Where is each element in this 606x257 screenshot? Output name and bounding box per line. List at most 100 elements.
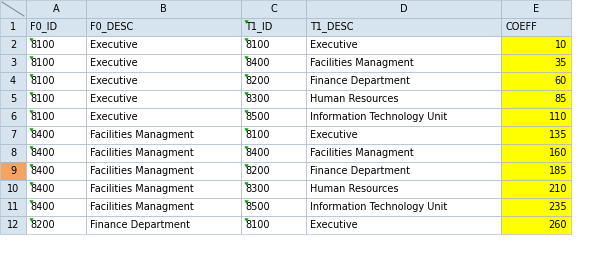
Text: 8400: 8400 [245, 148, 270, 158]
Bar [86, 36, 241, 54]
Bar [306, 0, 501, 18]
Bar [241, 72, 306, 90]
Text: Finance Department: Finance Department [310, 76, 410, 86]
Bar [306, 90, 501, 108]
Bar [26, 36, 86, 54]
Text: 160: 160 [548, 148, 567, 158]
Text: 8100: 8100 [30, 58, 55, 68]
Bar [26, 18, 86, 36]
Bar [501, 162, 571, 180]
Bar [501, 90, 571, 108]
Bar [86, 90, 241, 108]
Bar [501, 180, 571, 198]
Bar [306, 144, 501, 162]
Bar [501, 126, 571, 144]
Text: Facilities Managment: Facilities Managment [90, 148, 194, 158]
Bar [26, 54, 86, 72]
Text: 8: 8 [10, 148, 16, 158]
Text: Information Technology Unit: Information Technology Unit [310, 112, 447, 122]
Text: B: B [160, 4, 167, 14]
Text: 8500: 8500 [245, 202, 270, 212]
Text: 4: 4 [10, 76, 16, 86]
Bar [86, 162, 241, 180]
Bar [241, 18, 306, 36]
Text: 7: 7 [10, 130, 16, 140]
Text: 8400: 8400 [30, 184, 55, 194]
Text: Information Technology Unit: Information Technology Unit [310, 202, 447, 212]
Bar [26, 0, 86, 18]
Text: Facilities Managment: Facilities Managment [310, 58, 414, 68]
Bar [501, 0, 571, 18]
Text: T1_ID: T1_ID [245, 22, 272, 32]
Bar [86, 108, 241, 126]
Text: Facilities Managment: Facilities Managment [90, 166, 194, 176]
Bar [501, 18, 571, 36]
Text: 8400: 8400 [30, 130, 55, 140]
Text: 8100: 8100 [245, 40, 270, 50]
Bar [241, 0, 306, 18]
Text: T1_DESC: T1_DESC [310, 22, 353, 32]
Text: Facilities Managment: Facilities Managment [90, 184, 194, 194]
Text: 110: 110 [548, 112, 567, 122]
Text: Facilities Managment: Facilities Managment [310, 148, 414, 158]
Text: 8100: 8100 [245, 220, 270, 230]
Text: 9: 9 [10, 166, 16, 176]
Bar [0, 126, 26, 144]
Text: 8300: 8300 [245, 94, 270, 104]
Text: 185: 185 [548, 166, 567, 176]
Bar [0, 36, 26, 54]
Text: Finance Department: Finance Department [90, 220, 190, 230]
Text: 235: 235 [548, 202, 567, 212]
Bar [306, 126, 501, 144]
Text: 8200: 8200 [245, 76, 270, 86]
Bar [86, 216, 241, 234]
Bar [501, 36, 571, 54]
Text: 85: 85 [554, 94, 567, 104]
Bar [0, 162, 26, 180]
Text: F0_DESC: F0_DESC [90, 22, 133, 32]
Bar [86, 126, 241, 144]
Text: 11: 11 [7, 202, 19, 212]
Text: 10: 10 [554, 40, 567, 50]
Text: Human Resources: Human Resources [310, 184, 399, 194]
Text: 35: 35 [554, 58, 567, 68]
Text: E: E [533, 4, 539, 14]
Bar [0, 0, 26, 18]
Text: 135: 135 [548, 130, 567, 140]
Bar [86, 180, 241, 198]
Text: 6: 6 [10, 112, 16, 122]
Text: Executive: Executive [90, 40, 138, 50]
Bar [501, 144, 571, 162]
Bar [241, 198, 306, 216]
Bar [26, 180, 86, 198]
Bar [306, 198, 501, 216]
Bar [241, 36, 306, 54]
Bar [501, 216, 571, 234]
Text: 3: 3 [10, 58, 16, 68]
Bar [26, 144, 86, 162]
Text: Executive: Executive [310, 130, 358, 140]
Text: Facilities Managment: Facilities Managment [90, 130, 194, 140]
Bar [241, 126, 306, 144]
Bar [241, 162, 306, 180]
Bar [306, 180, 501, 198]
Bar [501, 54, 571, 72]
Bar [86, 18, 241, 36]
Text: 8500: 8500 [245, 112, 270, 122]
Bar [501, 198, 571, 216]
Bar [306, 18, 501, 36]
Bar [86, 0, 241, 18]
Bar [26, 126, 86, 144]
Text: 8400: 8400 [30, 148, 55, 158]
Text: Executive: Executive [310, 40, 358, 50]
Bar [0, 90, 26, 108]
Bar [501, 72, 571, 90]
Text: 8400: 8400 [245, 58, 270, 68]
Text: 5: 5 [10, 94, 16, 104]
Text: 10: 10 [7, 184, 19, 194]
Text: Human Resources: Human Resources [310, 94, 399, 104]
Bar [0, 198, 26, 216]
Text: 60: 60 [554, 76, 567, 86]
Text: Executive: Executive [90, 112, 138, 122]
Bar [0, 180, 26, 198]
